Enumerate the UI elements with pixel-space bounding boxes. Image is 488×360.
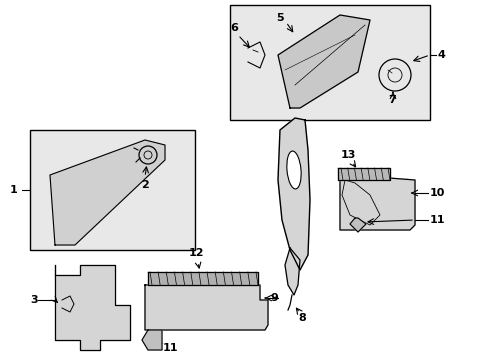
Polygon shape <box>50 140 164 245</box>
Text: 4: 4 <box>436 50 444 60</box>
Text: 11: 11 <box>429 215 445 225</box>
Polygon shape <box>148 272 258 285</box>
Text: 10: 10 <box>429 188 445 198</box>
Polygon shape <box>278 118 309 270</box>
Polygon shape <box>145 285 267 330</box>
Polygon shape <box>285 248 299 295</box>
Text: 9: 9 <box>269 293 277 303</box>
Polygon shape <box>278 15 369 108</box>
Polygon shape <box>55 265 130 350</box>
Text: 7: 7 <box>387 95 395 105</box>
Text: 11: 11 <box>163 343 178 353</box>
Bar <box>30 130 195 250</box>
Polygon shape <box>339 175 414 230</box>
Text: 6: 6 <box>229 23 238 33</box>
Text: 13: 13 <box>340 150 355 160</box>
Polygon shape <box>349 218 365 232</box>
Text: 2: 2 <box>141 180 148 190</box>
Polygon shape <box>142 330 162 350</box>
Polygon shape <box>337 168 389 180</box>
Text: 12: 12 <box>188 248 203 258</box>
Ellipse shape <box>286 151 301 189</box>
Text: 8: 8 <box>298 313 305 323</box>
Bar <box>229 5 429 120</box>
Text: 1: 1 <box>10 185 18 195</box>
Text: 3: 3 <box>30 295 38 305</box>
Text: 5: 5 <box>276 13 283 23</box>
